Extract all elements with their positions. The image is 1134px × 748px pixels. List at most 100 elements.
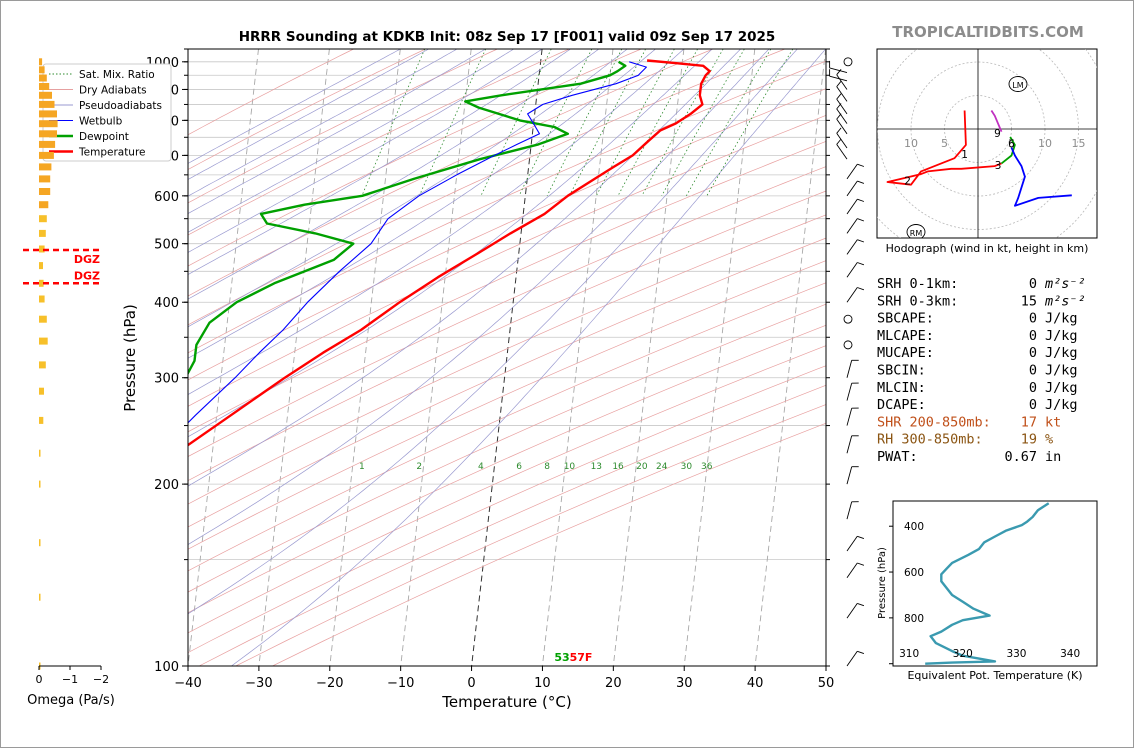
dry-adiabat-line [198,384,826,666]
dry-adiabat-line [188,49,714,297]
omega-bar [39,130,57,138]
dry-adiabat-line [188,324,826,614]
dry-adiabat-line [188,140,826,433]
skewt-grid: 1 2 4 6 8 10 13 16 20 24 30 36 [188,49,826,666]
surface-temp-label: 57F [570,651,593,664]
omega-bar [39,100,55,108]
omega-bar [39,58,43,66]
wind-barb-shaft [836,133,848,149]
y-tick-label: 600 [154,190,179,205]
index-name: SBCIN: [877,363,926,379]
wind-barb-flag [857,180,865,184]
wind-barb-shaft [846,562,858,578]
index-row-srh-0-1km: SRH 0-1km: 0 m²s⁻² [877,276,1086,292]
mixing-ratio-label: 16 [612,462,624,472]
index-value: 15 [1021,293,1037,309]
index-unit: J/kg [1045,363,1078,379]
pseudoadiabat-line [188,49,713,438]
index-unit: J/kg [1045,311,1078,327]
wind-barb-shaft [846,198,858,215]
theta-e-panel: 310 320 330 340 400 600 800 Pressure (hPa) Equ… [877,500,1098,682]
hodograph-rm-label: RM [910,229,923,238]
pseudoadiabat-line [188,49,401,164]
omega-bar [39,279,44,287]
dry-adiabat-line [188,115,826,407]
wind-barb-flag [857,218,865,222]
hodograph-trace [1010,147,1072,207]
pseudoadiabat-line [188,49,429,180]
index-value: 0 [1029,397,1037,413]
wind-barb-shaft [846,603,858,619]
mixing-ratio-line [418,49,487,196]
omega-bar [39,188,51,195]
theta-e-y-tick-label: 400 [904,521,924,533]
pseudoadiabat-line [188,49,798,615]
hodograph-panel: 10 5 5 10 15 1 2 369 LM RM Hodograph (wind in kt,… [876,48,1098,255]
omega-tick-label: 0 [36,673,43,686]
wind-barb-flag [857,163,865,167]
index-row-sbcin: SBCIN: 0 J/kg [877,363,1078,379]
wind-barb-shaft [846,360,853,378]
omega-bar [39,361,46,369]
mixing-ratio-line [546,49,623,196]
index-row-sbcape: SBCAPE: 0 J/kg [877,311,1078,327]
chart-title: HRRR Sounding at KDKB Init: 08z Sep 17 [… [239,29,776,45]
omega-bar [39,416,44,424]
omega-bar [39,295,45,303]
mixing-ratio-line [706,49,794,197]
isotherm-line [258,49,330,666]
hodograph-ring-label: 10 [1038,137,1052,150]
omega-bar [39,337,48,345]
omega-bar [39,593,41,601]
mixing-ratio-line [641,49,724,196]
wind-barb-flag [857,650,865,655]
dry-adiabat-line [188,60,826,354]
dgz-label-bottom: DGZ [74,253,100,266]
surface-dewpoint-label: 53 [554,651,569,664]
hodograph-caption: Hodograph (wind in kt, height in km) [886,242,1089,255]
theta-e-y-tick-label: 800 [904,613,924,625]
index-unit: in [1045,449,1061,465]
theta-e-x-tick-label: 340 [1060,648,1080,660]
wind-barb-flag [857,535,865,540]
pseudoadiabat-line [188,49,571,275]
index-name: MLCAPE: [877,328,934,344]
omega-bar [39,315,47,323]
pseudoadiabat-line [188,49,486,214]
dry-adiabat-line [188,49,642,267]
dry-adiabat-line [188,237,826,528]
dry-adiabat-line [188,49,426,170]
hodograph-height-label: 9 [994,128,1001,140]
index-name: PWAT: [877,449,918,465]
theta-e-x-tick-label: 330 [1006,648,1026,660]
wind-barb-flag [857,287,865,291]
omega-bar [39,387,44,395]
hodograph-trace [886,110,1002,186]
index-name: SHR 200-850mb: [877,414,991,430]
mixing-ratio-label: 1 [359,462,365,472]
theta-e-xlabel: Equivalent Pot. Temperature (K) [907,669,1082,682]
dry-adiabat-line [188,49,354,136]
index-name: MUCAPE: [877,345,934,361]
hodograph-lm-label: LM [1012,81,1023,90]
hodograph-lm-marker [1008,76,1028,92]
pseudoadiabat-line [188,49,600,300]
dry-adiabat-line [188,49,570,236]
index-name: DCAPE: [877,397,926,413]
index-row-srh-0-3km: SRH 0-3km: 15 m²s⁻² [877,293,1086,309]
skewt-frame [187,48,827,667]
hodograph-frame [876,48,1098,239]
dewpoint-line [188,60,627,376]
wetbulb-line [188,61,647,424]
index-row-shr-200-850mb: SHR 200-850mb: 17 kt [877,414,1061,430]
omega-bar [39,215,47,223]
omega-bar [39,229,46,237]
hodograph-trace [990,110,1003,133]
omega-bar [39,175,51,183]
isotherm-line [683,49,756,666]
index-value: 0 [1029,311,1037,327]
pseudoadiabat-line [188,49,458,197]
index-value: 0.67 [1004,449,1037,465]
wind-barb-shaft [836,108,848,124]
